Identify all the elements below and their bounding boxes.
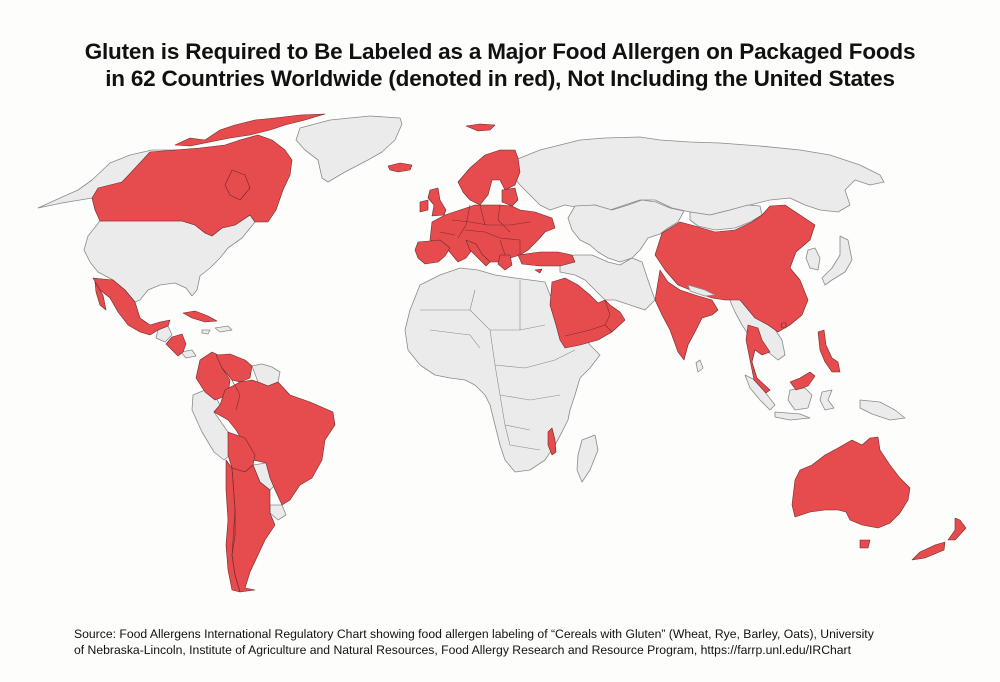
country-saudi-arabia <box>549 277 626 349</box>
country-svalbard <box>465 123 496 132</box>
world-map <box>37 113 967 593</box>
region-european-union <box>429 204 556 263</box>
arabia-borders <box>564 299 613 337</box>
country-hong-kong <box>780 322 787 329</box>
country-united-kingdom <box>427 187 447 217</box>
country-papua-new-guinea <box>859 399 906 421</box>
source-citation: Source: Food Allergens International Reg… <box>74 627 974 658</box>
country-brazil <box>213 379 336 506</box>
country-australia <box>791 436 911 529</box>
country-mexico <box>92 277 171 336</box>
country-panama <box>180 349 197 359</box>
chart-title: Gluten is Required to Be Labeled as a Ma… <box>0 38 1000 92</box>
country-madagascar <box>576 434 599 483</box>
country-canada <box>91 134 293 237</box>
source-line-1: Source: Food Allergens International Reg… <box>74 627 874 641</box>
country-malaysia-borneo <box>789 371 816 391</box>
country-canada-islands <box>174 113 326 147</box>
continent-africa <box>404 267 601 473</box>
country-hispaniola <box>214 325 233 333</box>
country-jamaica <box>201 329 211 335</box>
region-south-america-borders <box>225 379 241 593</box>
country-turkey <box>517 251 576 267</box>
country-tasmania <box>859 539 871 549</box>
africa-borders <box>420 280 576 451</box>
country-sulawesi <box>819 389 835 411</box>
europe-borders <box>439 204 531 256</box>
country-ireland <box>419 199 429 213</box>
country-iceland <box>387 162 413 173</box>
country-venezuela <box>215 353 253 383</box>
country-india <box>654 269 719 361</box>
country-mongolia <box>689 204 763 231</box>
country-korea <box>805 247 821 271</box>
country-russia <box>511 136 885 216</box>
country-italy <box>465 239 491 267</box>
country-nepal <box>687 284 716 297</box>
country-japan <box>821 235 853 286</box>
country-greenland <box>295 115 403 183</box>
country-cyprus <box>534 268 543 274</box>
country-borneo <box>787 387 813 411</box>
country-uruguay <box>269 504 287 521</box>
country-greece <box>497 254 513 271</box>
country-new-zealand <box>911 517 967 561</box>
country-norway-sweden-finland <box>457 149 521 206</box>
country-honduras-nicaragua-costa-rica <box>165 333 187 357</box>
country-philippines <box>817 329 841 373</box>
country-cuba <box>182 310 218 323</box>
country-sri-lanka <box>695 359 704 373</box>
country-thailand <box>745 324 771 394</box>
country-indonesia-java <box>774 411 811 421</box>
country-indonesia-sumatra <box>744 374 776 411</box>
source-line-2: of Nebraska-Lincoln, Institute of Agricu… <box>74 642 851 657</box>
country-spain-portugal <box>414 239 451 265</box>
chart-title-line-1: Gluten is Required to Be Labeled as a Ma… <box>84 39 916 64</box>
region-central-asia <box>567 199 685 263</box>
chart-title-line-2: in 62 Countries Worldwide (denoted in re… <box>105 66 895 91</box>
country-malawi <box>547 427 557 456</box>
country-colombia <box>195 351 231 401</box>
country-baltics <box>501 187 519 207</box>
region-middle-east-gray <box>559 254 656 311</box>
